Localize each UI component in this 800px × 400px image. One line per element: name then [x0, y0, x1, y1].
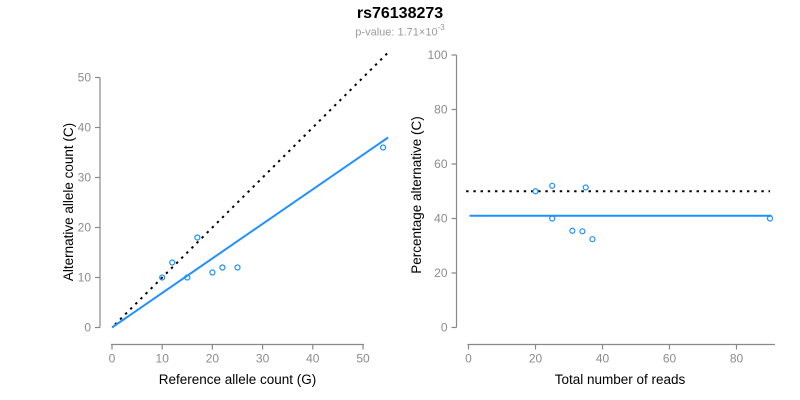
allele-counts-y-tick-label: 10: [78, 271, 92, 285]
allele-counts-x-tick-label: 0: [109, 352, 116, 366]
allele-counts-data-point: [184, 274, 191, 281]
p-value-subtitle: p-value: 1.71×10-3: [0, 23, 800, 40]
allele-counts-x-axis-title: Reference allele count (G): [159, 372, 317, 387]
percentage-alternative-y-tick-label: 20: [434, 266, 448, 280]
allele-counts-x-tick-label: 50: [356, 352, 370, 366]
allele-counts-y-tick-label: 40: [78, 121, 92, 135]
plot-title: rs76138273: [356, 5, 444, 22]
percentage-alternative-y-tick-label: 0: [441, 321, 448, 335]
allele-counts-x-tick-label: 40: [306, 352, 320, 366]
percentage-alternative-y-tick-label: 80: [434, 103, 448, 117]
allele-counts-identity-line: [114, 52, 388, 326]
allele-counts-y-tick-label: 20: [78, 221, 92, 235]
percentage-alternative-data-point: [766, 215, 774, 222]
percentage-alternative-data-point: [532, 188, 539, 195]
allele-counts-data-point: [194, 234, 201, 241]
allele-counts-data-point: [159, 274, 166, 281]
percentage-alternative-y-tick-label: 60: [434, 157, 448, 171]
allele-counts-x-tick-label: 30: [256, 352, 270, 366]
percentage-alternative-x-tick-label: 60: [663, 352, 677, 366]
allele-counts-data-point: [219, 264, 226, 271]
percentage-alternative-data-point: [589, 236, 596, 243]
allele-counts-data-point: [169, 259, 176, 266]
percentage-alternative-x-tick-label: 20: [529, 352, 543, 366]
percentage-alternative-data-point: [549, 215, 556, 222]
percentage-alternative-data-point: [582, 184, 589, 191]
allele-counts-data-point: [234, 264, 241, 271]
allele-counts-data-point: [379, 144, 387, 151]
allele-counts-x-tick-label: 20: [206, 352, 220, 366]
allele-counts-fit-line: [111, 136, 389, 329]
percentage-alternative-y-tick-label: 100: [427, 48, 447, 62]
percentage-alternative-y-tick-label: 40: [434, 212, 448, 226]
figure-header: rs76138273 p-value: 1.71×10-3: [0, 5, 800, 40]
percentage-alternative-x-tick-label: 0: [465, 352, 472, 366]
percentage-alternative-data-point: [569, 227, 576, 234]
percentage-alternative-x-tick-label: 80: [730, 352, 744, 366]
p-value-text: p-value: 1.71×10: [355, 27, 438, 40]
percentage-alternative-y-axis-title: Percentage alternative (C): [409, 116, 424, 274]
allele-counts-y-axis-title: Alternative allele count (C): [61, 123, 76, 281]
p-value-exponent: -3: [437, 23, 445, 33]
percentage-alternative-x-tick-label: 40: [596, 352, 610, 366]
allele-counts-data-point: [209, 269, 216, 276]
allele-counts-y-tick-label: 50: [78, 71, 92, 85]
percentage-alternative-data-point: [579, 228, 586, 235]
allele-counts-x-tick-label: 10: [156, 352, 170, 366]
allele-counts-y-tick-label: 30: [78, 171, 92, 185]
percentage-alternative-data-point: [549, 182, 556, 189]
percentage-alternative-x-axis-title: Total number of reads: [555, 372, 686, 387]
allele-counts-y-tick-label: 0: [84, 321, 91, 335]
